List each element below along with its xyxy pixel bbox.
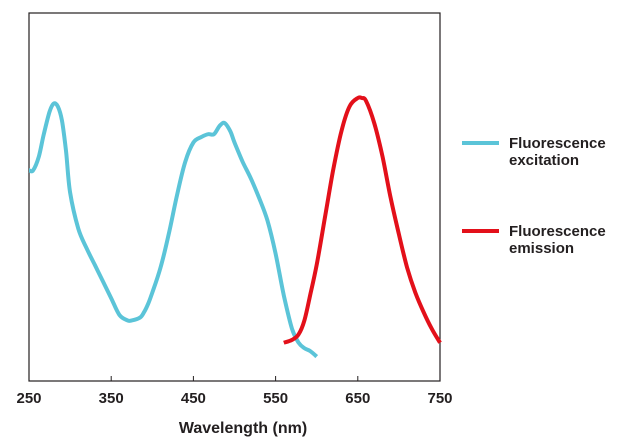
legend: FluorescenceexcitationFluorescenceemissi… (462, 135, 606, 257)
series-line-excitation (28, 101, 319, 359)
legend-label-excitation-line-2: excitation (509, 152, 579, 169)
series-layer (28, 95, 442, 359)
x-tick-label-550: 550 (263, 390, 288, 407)
tick-layer: 250 350 450 550 650 750 (16, 376, 453, 407)
series-line-emission (283, 95, 442, 345)
x-tick-label-450: 450 (181, 390, 206, 407)
x-tick-label-250: 250 (16, 390, 41, 407)
legend-label-excitation-line-1: Fluorescence (509, 135, 606, 152)
x-axis-title: Wavelength (nm) (179, 420, 307, 437)
plot-frame (28, 12, 441, 382)
x-tick-label-650: 650 (345, 390, 370, 407)
legend-label-emission-line-1: Fluorescence (509, 223, 606, 240)
x-tick-label-350: 350 (99, 390, 124, 407)
x-tick-label-750: 750 (427, 390, 452, 407)
legend-label-emission-line-2: emission (509, 240, 574, 257)
